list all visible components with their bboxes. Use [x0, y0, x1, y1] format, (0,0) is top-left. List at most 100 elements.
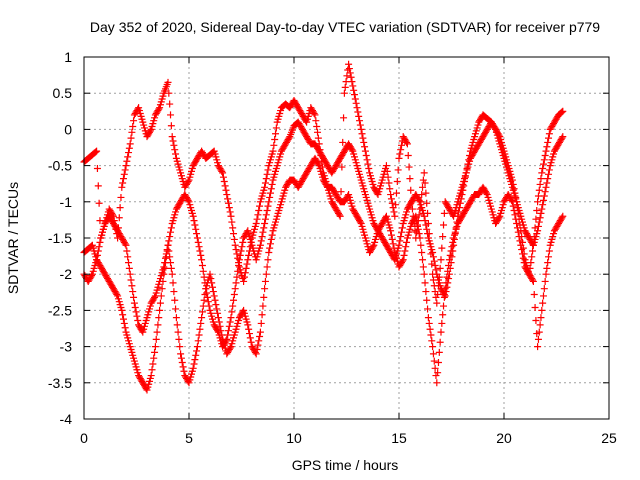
data-point — [257, 237, 265, 245]
data-point — [386, 185, 394, 193]
data-point — [348, 146, 356, 154]
data-point — [166, 233, 174, 241]
data-point — [170, 141, 178, 149]
data-point — [537, 209, 545, 217]
data-point — [351, 95, 359, 103]
data-point — [199, 302, 207, 310]
y-tick-label: -0.5 — [48, 158, 72, 174]
data-point — [539, 196, 547, 204]
data-point — [542, 183, 550, 191]
data-point — [449, 247, 457, 255]
data-point — [558, 108, 566, 116]
data-point — [397, 233, 405, 241]
axis-ticks — [83, 56, 610, 420]
data-point — [122, 241, 130, 249]
data-point — [246, 334, 254, 342]
data-point — [314, 160, 322, 168]
data-point — [416, 234, 424, 242]
data-point — [164, 78, 172, 86]
data-point — [437, 328, 445, 336]
data-point — [258, 311, 266, 319]
data-point — [226, 318, 234, 326]
data-point — [438, 244, 446, 252]
data-point — [184, 196, 192, 204]
data-point — [285, 134, 293, 142]
data-point — [445, 270, 453, 278]
data-point — [198, 256, 206, 264]
data-point — [405, 163, 413, 171]
data-point — [220, 178, 228, 186]
data-point — [261, 183, 269, 191]
y-tick-label: 1 — [64, 49, 72, 65]
data-point — [540, 156, 548, 164]
data-point — [458, 191, 466, 199]
data-point — [239, 308, 247, 316]
data-point — [230, 296, 238, 304]
data-point — [226, 208, 234, 216]
data-point — [364, 160, 372, 168]
data-point — [436, 338, 444, 346]
data-point — [432, 266, 440, 274]
x-tick-label: 25 — [601, 430, 617, 446]
data-point — [123, 157, 131, 165]
data-point — [167, 264, 175, 272]
data-point — [266, 193, 274, 201]
data-point — [426, 325, 434, 333]
data-point — [229, 224, 237, 232]
data-point — [412, 212, 420, 220]
data-point — [539, 299, 547, 307]
data-point — [243, 228, 251, 236]
data-point — [261, 215, 269, 223]
data-point — [336, 212, 344, 220]
data-point — [210, 292, 218, 300]
data-point — [434, 369, 442, 377]
data-point — [115, 214, 123, 222]
data-point — [95, 199, 103, 207]
data-point — [96, 238, 104, 246]
data-point — [167, 228, 175, 236]
data-point — [151, 293, 159, 301]
data-point — [311, 111, 319, 119]
data-point — [437, 256, 445, 264]
data-point — [534, 192, 542, 200]
data-point — [165, 89, 173, 97]
data-point — [424, 305, 432, 313]
data-point — [93, 164, 101, 172]
data-point — [399, 256, 407, 264]
data-point — [134, 317, 142, 325]
x-axis-label: GPS time / hours — [292, 457, 399, 473]
data-point — [227, 314, 235, 322]
data-point — [440, 221, 448, 229]
data-point — [398, 228, 406, 236]
data-point — [190, 217, 198, 225]
data-point — [419, 183, 427, 191]
data-point — [214, 314, 222, 322]
data-point — [545, 247, 553, 255]
y-tick-label: -2.5 — [48, 302, 72, 318]
data-point — [359, 134, 367, 142]
data-point — [198, 314, 206, 322]
data-point — [436, 264, 444, 272]
data-point — [272, 130, 280, 138]
data-point — [398, 224, 406, 232]
data-point — [544, 175, 552, 183]
data-point — [193, 343, 201, 351]
data-point — [442, 288, 450, 296]
data-point — [354, 108, 362, 116]
data-point — [225, 204, 233, 212]
data-point — [460, 182, 468, 190]
data-point — [534, 222, 542, 230]
data-point — [125, 144, 133, 152]
data-point — [194, 238, 202, 246]
data-point — [156, 306, 164, 314]
data-point — [92, 148, 100, 156]
data-point — [387, 191, 395, 199]
data-point — [211, 296, 219, 304]
data-point — [536, 214, 544, 222]
data-point — [461, 178, 469, 186]
data-point — [400, 251, 408, 259]
data-point — [349, 82, 357, 90]
data-point — [461, 173, 469, 181]
data-point — [541, 151, 549, 159]
data-point — [411, 227, 419, 235]
